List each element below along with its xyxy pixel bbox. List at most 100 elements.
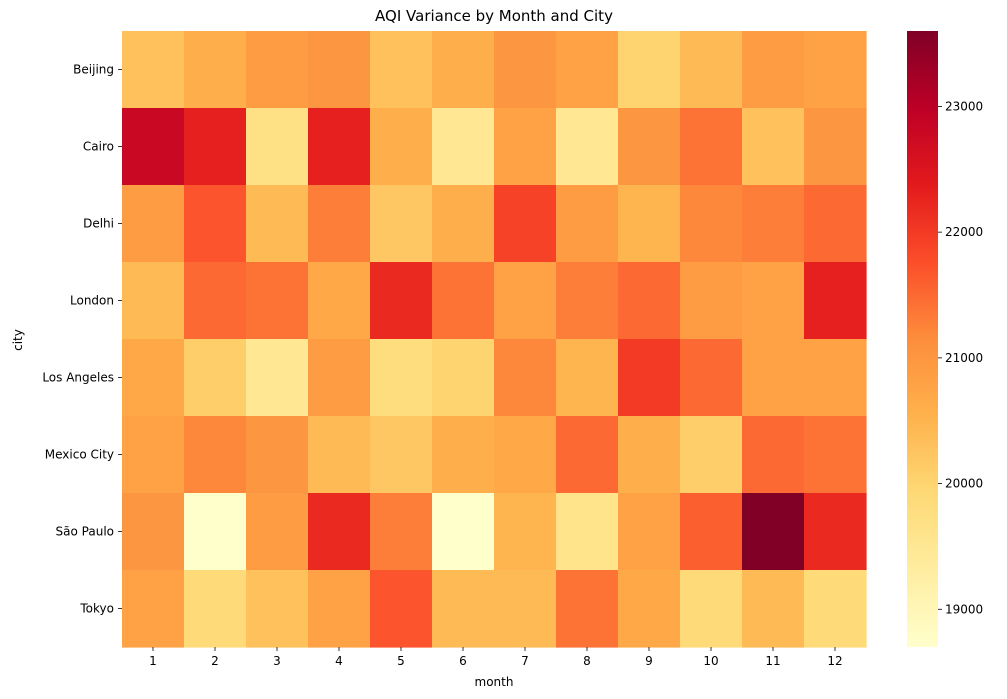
- chart-title: AQI Variance by Month and City: [375, 7, 613, 25]
- heatmap-cell: [804, 493, 867, 571]
- colorbar-tick-label: 20000: [945, 477, 983, 491]
- y-axis-label: city: [11, 329, 25, 351]
- heatmap-cell: [370, 185, 433, 263]
- heatmap-cells: [122, 31, 867, 648]
- heatmap-cell: [370, 570, 433, 648]
- heatmap-cell: [742, 570, 805, 648]
- heatmap-cell: [618, 262, 681, 340]
- x-tick-label: 12: [827, 654, 842, 668]
- x-tick-label: 5: [397, 654, 405, 668]
- heatmap-cell: [804, 108, 867, 186]
- x-tick-label: 10: [703, 654, 718, 668]
- heatmap-cell: [804, 31, 867, 109]
- y-tick-label: Tokyo: [79, 602, 114, 616]
- heatmap-cell: [370, 416, 433, 494]
- heatmap-cell: [308, 31, 371, 109]
- heatmap-cell: [184, 493, 247, 571]
- y-tick-label: Beijing: [73, 63, 114, 77]
- heatmap-cell: [804, 570, 867, 648]
- x-axis: 1 2 3 4 5 6 7 8 9 10 11 12: [149, 647, 843, 668]
- heatmap-cell: [246, 570, 309, 648]
- heatmap-cell: [742, 108, 805, 186]
- y-tick-label: Cairo: [83, 140, 114, 154]
- heatmap-cell: [804, 339, 867, 417]
- heatmap-cell: [680, 339, 743, 417]
- heatmap-cell: [184, 262, 247, 340]
- heatmap-cell: [432, 108, 495, 186]
- heatmap-cell: [432, 185, 495, 263]
- heatmap-cell: [370, 339, 433, 417]
- colorbar: [907, 31, 938, 647]
- heatmap-cell: [494, 262, 557, 340]
- heatmap-cell: [122, 493, 185, 571]
- heatmap-cell: [618, 416, 681, 494]
- y-axis: Beijing Cairo Delhi London Los Angeles Mexico…: [42, 63, 122, 616]
- heatmap-cell: [742, 31, 805, 109]
- heatmap-cell: [432, 416, 495, 494]
- y-tick-label: Mexico City: [45, 448, 114, 462]
- y-tick-label: London: [70, 294, 114, 308]
- heatmap-cell: [370, 31, 433, 109]
- heatmap-cell: [370, 493, 433, 571]
- heatmap-cell: [556, 416, 619, 494]
- heatmap-cell: [494, 570, 557, 648]
- colorbar-tick-label: 22000: [945, 225, 983, 239]
- heatmap-cell: [246, 185, 309, 263]
- heatmap-cell: [742, 339, 805, 417]
- heatmap-cell: [122, 262, 185, 340]
- heatmap-cell: [742, 416, 805, 494]
- heatmap-cell: [184, 31, 247, 109]
- x-tick-label: 7: [521, 654, 529, 668]
- x-tick-label: 9: [645, 654, 653, 668]
- heatmap-cell: [308, 416, 371, 494]
- heatmap-cell: [432, 31, 495, 109]
- heatmap-cell: [680, 416, 743, 494]
- heatmap-cell: [122, 31, 185, 109]
- heatmap-cell: [556, 262, 619, 340]
- heatmap-cell: [184, 185, 247, 263]
- heatmap-cell: [618, 493, 681, 571]
- heatmap-cell: [184, 570, 247, 648]
- heatmap-cell: [184, 339, 247, 417]
- heatmap-cell: [618, 185, 681, 263]
- heatmap-cell: [308, 339, 371, 417]
- heatmap-cell: [494, 108, 557, 186]
- heatmap-cell: [494, 416, 557, 494]
- heatmap-cell: [742, 493, 805, 571]
- heatmap-cell: [184, 108, 247, 186]
- heatmap-cell: [432, 570, 495, 648]
- heatmap-cell: [804, 185, 867, 263]
- heatmap-cell: [680, 262, 743, 340]
- y-tick-label: São Paulo: [56, 525, 114, 539]
- heatmap-cell: [122, 339, 185, 417]
- x-axis-label: month: [475, 675, 514, 689]
- x-tick-label: 6: [459, 654, 467, 668]
- x-tick-label: 2: [211, 654, 219, 668]
- heatmap-cell: [246, 262, 309, 340]
- heatmap-cell: [556, 185, 619, 263]
- heatmap-cell: [742, 185, 805, 263]
- x-tick-label: 1: [149, 654, 157, 668]
- heatmap-cell: [618, 31, 681, 109]
- heatmap-cell: [556, 31, 619, 109]
- heatmap-cell: [246, 339, 309, 417]
- heatmap-cell: [680, 185, 743, 263]
- heatmap-cell: [246, 416, 309, 494]
- heatmap-cell: [680, 31, 743, 109]
- x-tick-label: 4: [335, 654, 343, 668]
- heatmap-cell: [370, 108, 433, 186]
- y-tick-label: Delhi: [83, 217, 114, 231]
- heatmap-cell: [370, 262, 433, 340]
- heatmap-cell: [308, 570, 371, 648]
- heatmap-cell: [308, 185, 371, 263]
- heatmap-cell: [494, 31, 557, 109]
- heatmap-cell: [680, 493, 743, 571]
- heatmap-cell: [494, 185, 557, 263]
- heatmap-cell: [122, 108, 185, 186]
- heatmap-cell: [432, 262, 495, 340]
- heatmap-cell: [556, 493, 619, 571]
- x-tick-label: 11: [765, 654, 780, 668]
- heatmap-cell: [432, 339, 495, 417]
- heatmap-cell: [122, 185, 185, 263]
